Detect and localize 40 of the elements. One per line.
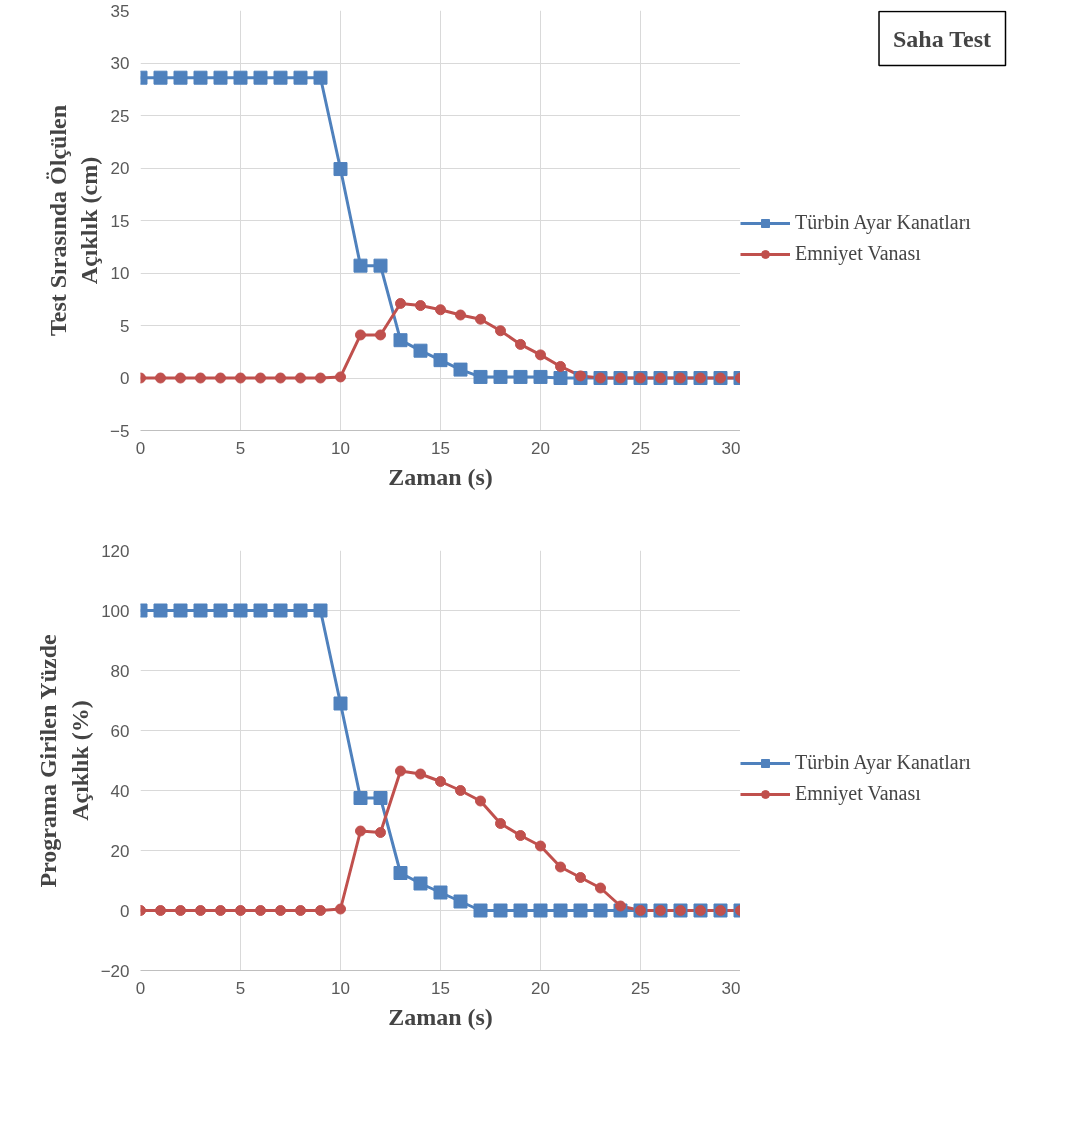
x-tick-label: 0 <box>135 438 146 458</box>
x-tick-label: 0 <box>135 978 146 998</box>
text: Saha Test <box>893 25 992 52</box>
x-tick-label: 30 <box>721 438 741 458</box>
legend-label: Türbin Ayar Kanatları <box>795 211 971 234</box>
y-tick-label: 15 <box>110 211 130 231</box>
y-axis-title: Test Sırasında Ölçülen Açıklık (cm) <box>44 104 103 337</box>
y-tick-label: 20 <box>110 159 130 178</box>
x-tick-label: 20 <box>531 978 550 998</box>
x-tick-label: 5 <box>235 978 246 998</box>
x-tick-label: 10 <box>331 438 350 458</box>
x-tick-label: 25 <box>631 978 650 998</box>
y-tick-label: 20 <box>110 841 130 861</box>
x-tick-label: 25 <box>631 438 650 458</box>
x-tick-label: 15 <box>431 438 450 458</box>
legend-label: Emniyet Vanası <box>795 782 921 805</box>
y-tick-label: 10 <box>110 264 130 283</box>
y-tick-label: 120 <box>101 541 130 561</box>
x-axis-title: Zaman (s) <box>388 1003 493 1030</box>
y-tick-label: −5 <box>110 421 130 441</box>
y-tick-label: 100 <box>101 601 130 621</box>
y-tick-label: 80 <box>110 661 130 681</box>
y-tick-label: −20 <box>100 961 130 981</box>
x-tick-label: 10 <box>331 978 350 998</box>
y-tick-label: 30 <box>110 54 130 73</box>
y-axis-title: Programa Girilen Yüzde Açıklık (%) <box>35 633 93 888</box>
legend-label: Türbin Ayar Kanatları <box>795 751 971 774</box>
y-tick-label: 0 <box>120 901 130 921</box>
y-tick-label: 25 <box>110 106 130 126</box>
y-tick-label: 35 <box>110 1 130 21</box>
x-tick-label: 5 <box>235 438 246 458</box>
y-tick-label: 5 <box>120 316 130 336</box>
x-tick-label: 20 <box>531 438 550 458</box>
x-tick-label: 15 <box>431 978 450 998</box>
y-tick-label: 0 <box>120 369 130 388</box>
legend-label: Emniyet Vanası <box>795 242 921 265</box>
x-tick-label: 30 <box>721 978 741 998</box>
y-tick-label: 60 <box>110 721 130 741</box>
y-tick-label: 40 <box>110 781 130 801</box>
x-axis-title: Zaman (s) <box>388 463 493 490</box>
